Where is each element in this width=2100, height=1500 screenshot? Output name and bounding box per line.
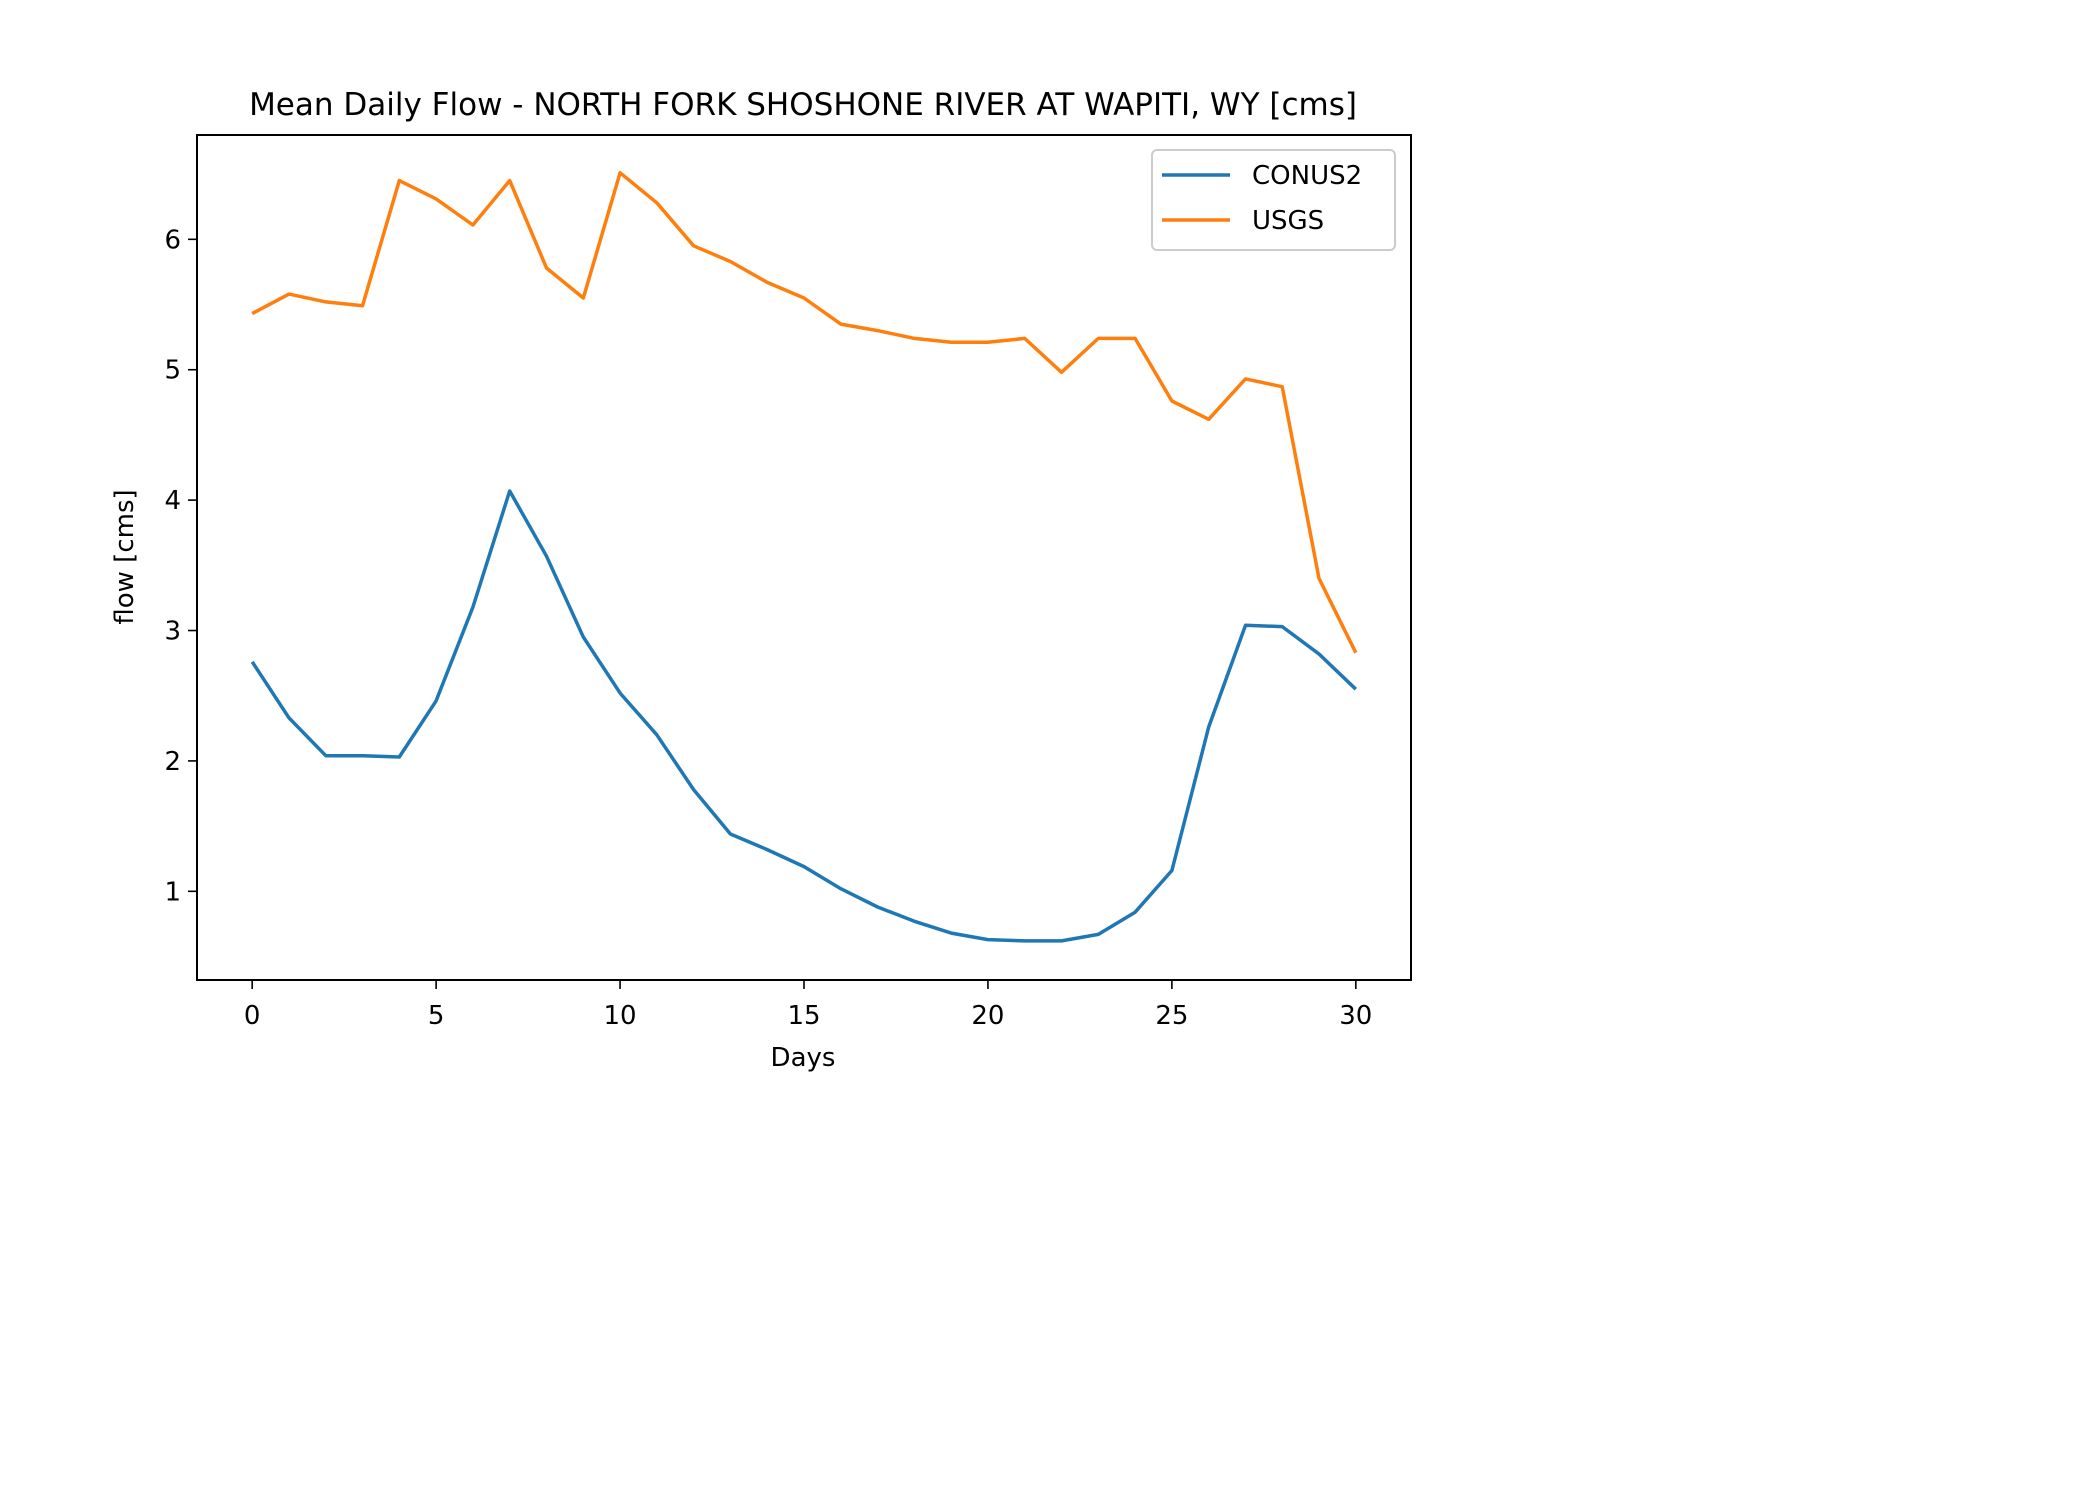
y-tick-label: 3 <box>164 617 181 647</box>
x-axis-title: Days <box>771 1043 836 1073</box>
x-tick-label: 10 <box>604 1001 637 1031</box>
legend: CONUS2 USGS <box>1151 149 1396 251</box>
y-tick-label: 6 <box>164 225 181 255</box>
x-tick-label: 0 <box>244 1001 261 1031</box>
x-axis: 0 5 10 15 20 25 30 <box>244 980 1372 1031</box>
line-chart: Mean Daily Flow - NORTH FORK SHOSHONE RI… <box>110 87 1412 1073</box>
x-tick-label: 30 <box>1339 1001 1372 1031</box>
y-tick-label: 2 <box>164 747 181 777</box>
x-tick-label: 25 <box>1155 1001 1188 1031</box>
legend-label-conus2: CONUS2 <box>1252 161 1362 191</box>
x-tick-label: 5 <box>428 1001 445 1031</box>
series-line-conus2 <box>250 489 1358 943</box>
y-tick-label: 4 <box>164 486 181 516</box>
series-line-usgs <box>251 171 1358 654</box>
series-layer <box>250 171 1358 943</box>
legend-label-usgs: USGS <box>1252 206 1324 236</box>
chart-title: Mean Daily Flow - NORTH FORK SHOSHONE RI… <box>249 87 1357 123</box>
x-tick-label: 15 <box>787 1001 820 1031</box>
y-axis: 1 2 3 4 5 6 <box>164 225 197 907</box>
x-tick-label: 20 <box>971 1001 1004 1031</box>
y-tick-label: 1 <box>164 877 181 907</box>
y-axis-title: flow [cms] <box>110 489 140 624</box>
y-tick-label: 5 <box>164 356 181 386</box>
